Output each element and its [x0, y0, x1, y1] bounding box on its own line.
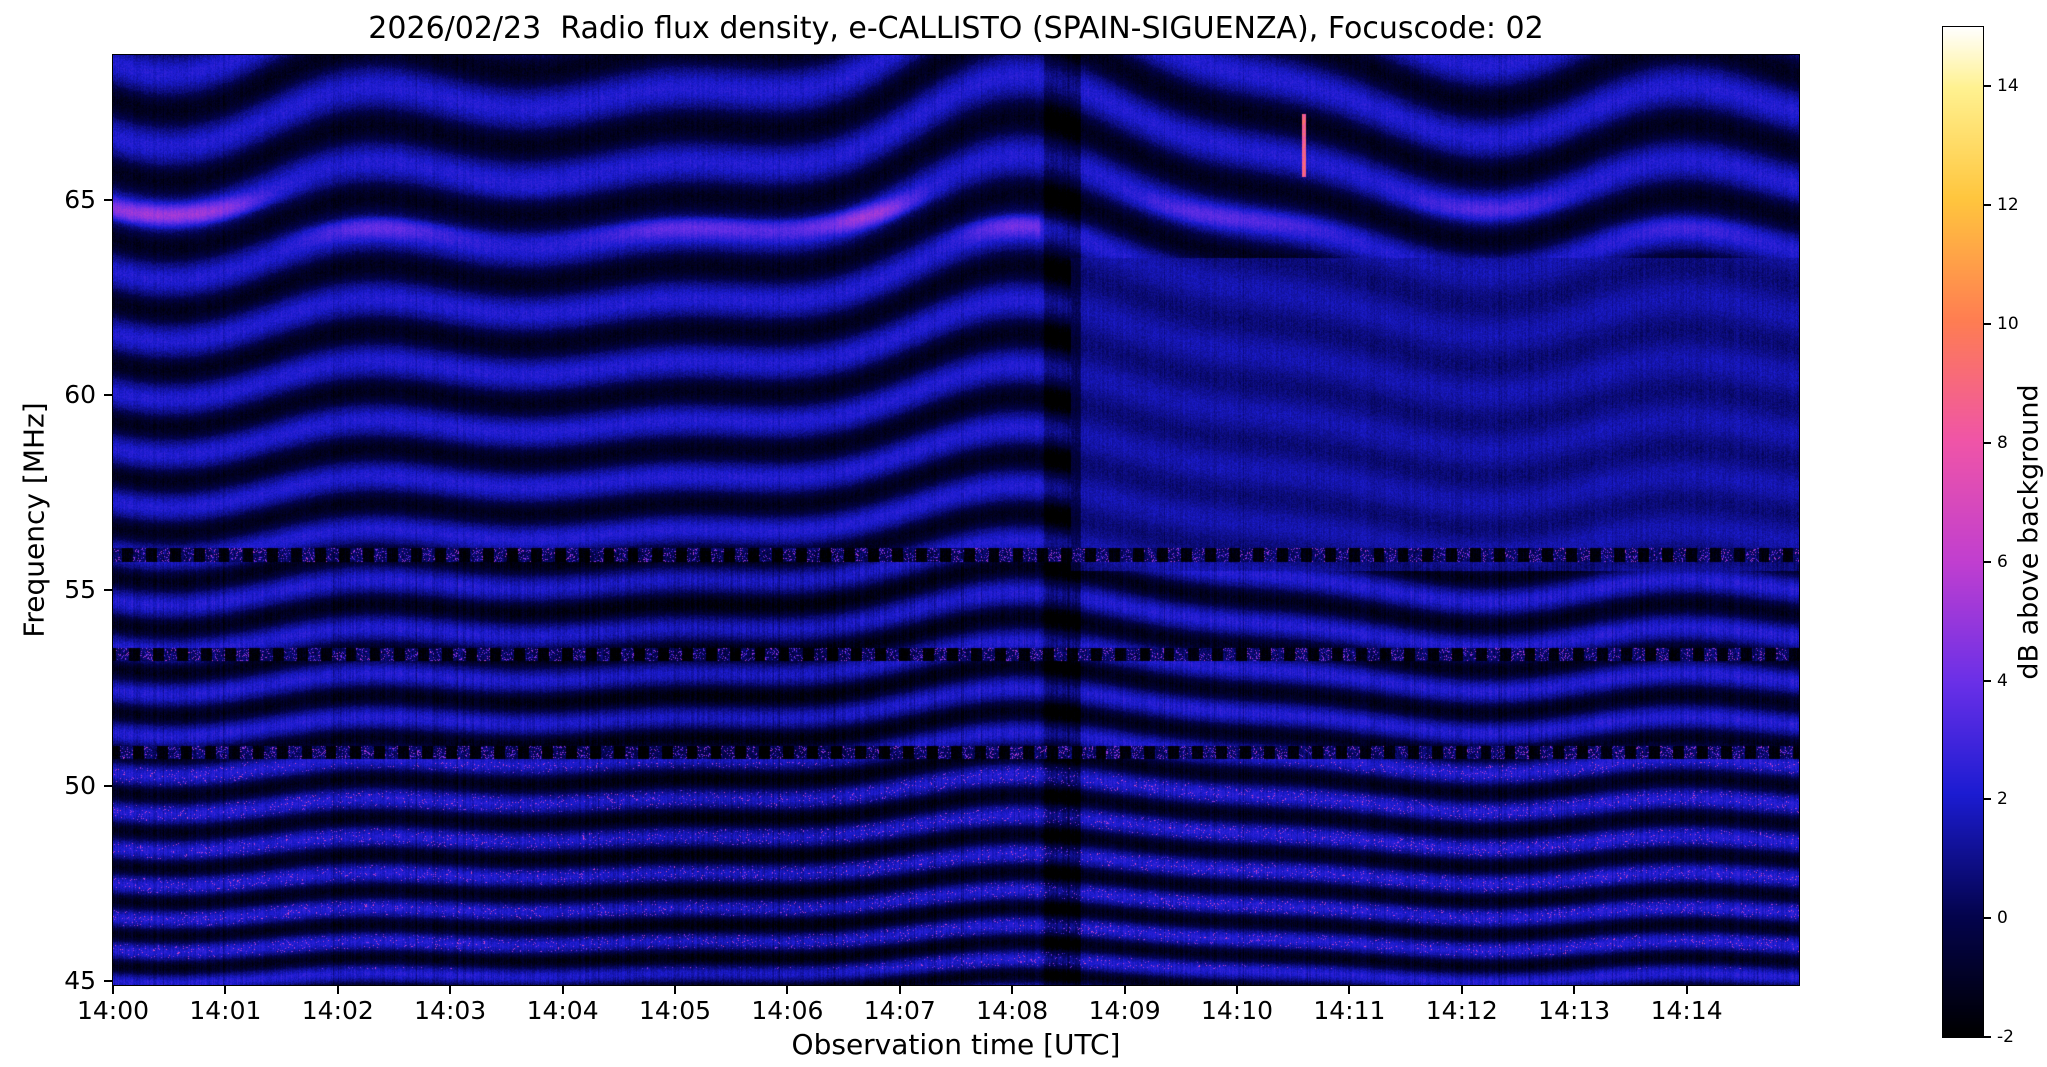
x-tick-label: 14:04 — [526, 996, 599, 1025]
x-tick-mark — [112, 986, 114, 994]
x-tick-label: 14:01 — [189, 996, 262, 1025]
colorbar-tick-mark — [1984, 1036, 1991, 1038]
colorbar-tick-mark — [1984, 917, 1991, 920]
y-tick-label: 55 — [64, 575, 96, 605]
colorbar-tick-mark — [1984, 560, 1991, 563]
colorbar-tick-label: 8 — [1997, 432, 2008, 453]
x-tick-mark — [336, 986, 339, 994]
x-tick-label: 14:05 — [638, 996, 712, 1025]
x-tick-mark — [1236, 986, 1238, 994]
colorbar-tick-mark — [1984, 85, 1991, 88]
x-tick-label: 14:00 — [76, 996, 150, 1025]
y-tick-mark — [104, 784, 113, 787]
x-tick-mark — [786, 986, 789, 994]
y-tick-label: 45 — [64, 966, 96, 996]
y-tick-mark — [104, 980, 113, 983]
x-tick-label: 14:03 — [414, 996, 487, 1025]
colorbar-tick-label: 2 — [1997, 789, 2008, 810]
spectrogram-canvas — [113, 55, 1799, 985]
colorbar-label: dB above background — [2013, 384, 2045, 680]
y-tick-mark — [104, 589, 113, 592]
x-tick-mark — [1460, 986, 1463, 994]
x-tick-mark — [561, 986, 564, 994]
x-tick-label: 14:02 — [301, 996, 374, 1025]
plot-area — [112, 54, 1800, 986]
colorbar — [1942, 26, 1984, 1038]
colorbar-tick-label: 4 — [1997, 670, 2008, 691]
colorbar-tick-label: 10 — [1997, 314, 2019, 335]
x-tick-label: 14:13 — [1538, 996, 1611, 1025]
y-tick-label: 50 — [64, 770, 96, 800]
y-tick-label: 60 — [64, 379, 96, 409]
x-tick-mark — [898, 986, 901, 994]
x-tick-label: 14:08 — [976, 996, 1049, 1025]
colorbar-tick-label: 12 — [1997, 195, 2019, 216]
x-tick-label: 14:09 — [1088, 996, 1161, 1025]
colorbar-tick-mark — [1984, 441, 1991, 444]
colorbar-tick-label: 14 — [1997, 76, 2019, 97]
chart-title: 2026/02/23 Radio flux density, e-CALLIST… — [368, 11, 1544, 46]
x-axis-label: Observation time [UTC] — [791, 1028, 1121, 1061]
x-tick-label: 14:11 — [1313, 996, 1386, 1025]
x-tick-mark — [1011, 986, 1014, 994]
x-tick-mark — [1348, 986, 1351, 994]
x-tick-mark — [224, 986, 227, 994]
colorbar-tick-label: -2 — [1997, 1027, 2014, 1047]
x-tick-label: 14:10 — [1200, 996, 1274, 1025]
colorbar-tick-label: 0 — [1997, 908, 2008, 929]
x-tick-mark — [449, 986, 452, 994]
colorbar-tick-mark — [1984, 798, 1991, 801]
x-tick-mark — [674, 986, 676, 994]
colorbar-tick-mark — [1984, 204, 1991, 207]
x-tick-mark — [1573, 986, 1576, 994]
colorbar-tick-label: 6 — [1997, 551, 2008, 572]
y-tick-mark — [104, 198, 113, 201]
colorbar-gradient — [1943, 27, 1983, 1037]
x-tick-label: 14:12 — [1425, 996, 1498, 1025]
x-tick-mark — [1123, 986, 1126, 994]
x-tick-label: 14:14 — [1650, 996, 1723, 1025]
colorbar-tick-mark — [1984, 323, 1991, 326]
y-tick-mark — [104, 393, 113, 396]
y-tick-label: 65 — [64, 184, 96, 214]
x-tick-label: 14:07 — [863, 996, 936, 1025]
colorbar-tick-mark — [1984, 679, 1991, 682]
x-tick-mark — [1685, 986, 1688, 994]
x-tick-label: 14:06 — [751, 996, 824, 1025]
